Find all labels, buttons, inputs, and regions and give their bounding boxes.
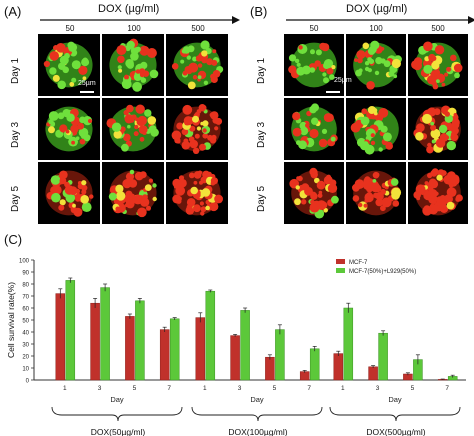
group-2-label: DOX(100µg/ml) [228, 427, 287, 436]
panel-b-conc-50: 50 [309, 24, 319, 33]
y-tick-label: 0 [26, 379, 30, 385]
bar-cocult-g2-day1 [205, 290, 216, 381]
bar-cocult-g3-day3 [378, 332, 388, 381]
panel-a-micrograph-r2-c2 [102, 98, 164, 160]
panel-b-conc-100: 100 [369, 24, 383, 33]
panel-b-micrograph-r2-c3 [408, 98, 468, 160]
panel-c-letter: (C) [4, 232, 23, 247]
x-tick-label-g3-day1: 1 [341, 385, 345, 392]
panel-a-micrograph-r3-c2 [102, 162, 164, 224]
group-1-brace [51, 406, 183, 422]
panel-b-micrograph-r3-c3 [408, 162, 468, 224]
panel-a-letter: (A) [4, 4, 22, 19]
bar-cocult-g1-day5 [135, 300, 145, 381]
panel-b-micrograph-r3-c2 [346, 162, 406, 224]
y-tick-label: 70 [22, 295, 29, 301]
panel-a-micrograph-r1-c2 [102, 34, 164, 96]
panel-b-micrograph-r3-c1 [284, 162, 344, 224]
y-tick-label: 60 [22, 307, 29, 313]
x-tick-label-g3-day3: 3 [376, 385, 380, 392]
x-tick-label-g1-day7: 7 [167, 385, 171, 392]
bar-mcf7-g2-day3 [230, 335, 240, 381]
group-1-day-label: Day [110, 395, 124, 404]
y-axis-title: Cell survival rate(%) [6, 282, 16, 358]
y-tick-label: 20 [22, 355, 29, 361]
legend-swatch-mcf7 [336, 259, 345, 264]
bar-cocult-g1-day1 [65, 280, 76, 381]
y-tick-label: 90 [22, 271, 29, 277]
panel-a-day-1: Day 1 [10, 57, 21, 84]
x-tick-label-g2-day7: 7 [307, 385, 311, 392]
panel-a-micrograph-r1-c1 [38, 34, 100, 96]
bar-mcf7-g2-day7 [299, 371, 310, 381]
x-tick-label-g1-day5: 5 [133, 385, 137, 392]
bar-cocult-g2-day7 [309, 348, 320, 381]
bar-mcf7-g3-day3 [368, 366, 378, 381]
group-3-label: DOX(500µg/ml) [366, 427, 425, 436]
panel-b-micrograph-r1-c2 [346, 34, 406, 96]
bar-cocult-g1-day7 [169, 318, 180, 381]
legend-swatch-cocult [336, 268, 345, 273]
panel-b-day-5: Day 5 [256, 185, 267, 212]
panel-a-scale-label: 25µm [78, 80, 96, 87]
x-tick-label-g2-day5: 5 [273, 385, 277, 392]
panel-b-scale-label: 25µm [334, 77, 352, 84]
bar-cocult-g3-day1 [343, 307, 354, 381]
y-tick-label: 30 [22, 343, 29, 349]
legend-label-cocult: MCF-7(50%)+L929(50%) [349, 269, 416, 275]
bar-mcf7-g1-day7 [159, 329, 170, 381]
panel-b-micrograph-r2-c1 [284, 98, 344, 160]
y-tick-label: 80 [22, 283, 29, 289]
x-tick-label-g1-day1: 1 [63, 385, 67, 392]
panel-a-scale-bar [80, 91, 94, 93]
bar-mcf7-g1-day3 [90, 302, 100, 381]
panel-b-letter: (B) [250, 4, 268, 19]
y-tick-label: 100 [19, 259, 30, 265]
x-tick-label-g1-day3: 3 [98, 385, 102, 392]
x-tick-label-g2-day1: 1 [203, 385, 207, 392]
group-3-day-label: Day [388, 395, 402, 404]
y-tick-label: 10 [22, 367, 29, 373]
panel-a-micrograph-r2-c1 [38, 98, 100, 160]
y-tick-label: 40 [22, 331, 29, 337]
bar-cocult-g2-day5 [275, 329, 285, 381]
bar-mcf7-g3-day1 [333, 353, 344, 381]
panel-a-day-3: Day 3 [10, 121, 21, 148]
panel-a-micrograph-r3-c1 [38, 162, 100, 224]
bar-cocult-g1-day3 [100, 287, 110, 381]
panel-a-conc-500: 500 [191, 24, 205, 33]
bar-cocult-g2-day3 [240, 310, 250, 381]
panel-b-micrograph-r1-c3 [408, 34, 468, 96]
panel-b-arrow [286, 16, 474, 24]
panel-a-micrograph-r2-c3 [166, 98, 228, 160]
bar-mcf7-g2-day5 [265, 356, 275, 381]
survival-bar-chart: 0 10 20 30 40 50 60 70 80 90 100 Cell survival rate… [6, 259, 466, 436]
group-2-day-label: Day [250, 395, 264, 404]
group-2-brace [191, 406, 323, 422]
panel-a-micrograph-r1-c3 [166, 34, 228, 96]
group-3-brace [329, 406, 461, 422]
panel-a-micrograph-r3-c3 [166, 162, 228, 224]
panel-b-micrograph-r1-c1 [284, 34, 344, 96]
x-tick-label-g3-day5: 5 [411, 385, 415, 392]
panel-b-dox-title: DOX (µg/ml) [346, 3, 408, 15]
panel-b-conc-500: 500 [431, 24, 445, 33]
panel-a-conc-100: 100 [127, 24, 141, 33]
x-tick-label-g2-day3: 3 [238, 385, 242, 392]
group-1-label: DOX(50µg/ml) [91, 427, 146, 436]
x-tick-label-g3-day7: 7 [445, 385, 449, 392]
legend-label-mcf7: MCF-7 [349, 260, 368, 266]
y-tick-label: 50 [22, 319, 29, 325]
panel-b-micrograph-r2-c2 [346, 98, 406, 160]
panel-a-day-5: Day 5 [10, 185, 21, 212]
panel-b-day-3: Day 3 [256, 121, 267, 148]
bar-mcf7-g1-day5 [125, 316, 135, 381]
panel-a-dox-title: DOX (µg/ml) [98, 3, 160, 15]
panel-b-scale-bar [326, 91, 340, 93]
panel-a-conc-50: 50 [65, 24, 75, 33]
bar-mcf7-g1-day1 [55, 293, 66, 381]
panel-a-arrow [40, 16, 240, 24]
panel-b-day-1: Day 1 [256, 57, 267, 84]
bar-mcf7-g2-day1 [195, 317, 206, 381]
